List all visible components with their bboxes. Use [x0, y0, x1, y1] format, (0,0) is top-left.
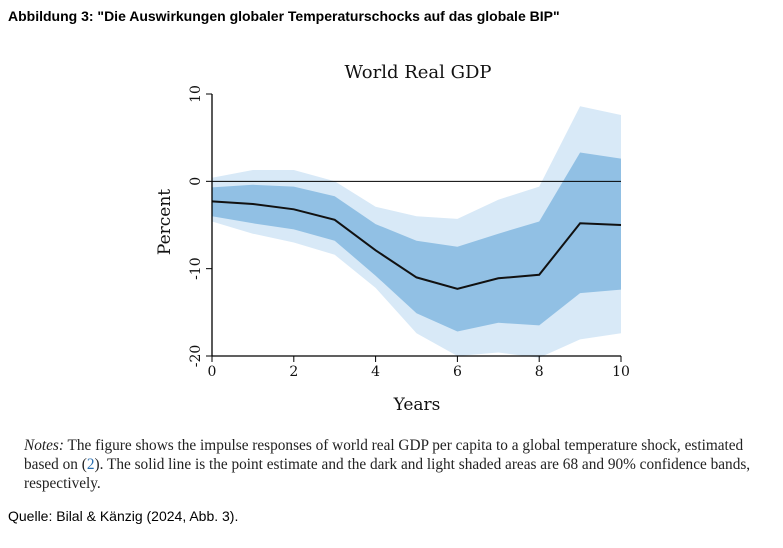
x-tick-label: 4 — [371, 364, 380, 380]
x-tick-label: 0 — [208, 364, 217, 380]
point-estimate-line — [211, 200, 622, 290]
y-axis-label: Percent — [155, 189, 175, 255]
notes-text-start: The figure shows the impulse responses o… — [24, 437, 744, 473]
notes-text-end: ). The solid line is the point estimate … — [24, 456, 751, 492]
notes-reference-link[interactable]: 2 — [86, 456, 95, 473]
chart-title: World Real GDP — [344, 62, 491, 83]
confidence-band-68 — [212, 152, 621, 332]
notes-label: Notes: — [24, 437, 64, 454]
source-citation: Quelle: Bilal & Känzig (2024, Abb. 3). — [8, 508, 239, 524]
x-tick-label: 10 — [612, 364, 630, 380]
x-tick-label: 6 — [453, 364, 462, 380]
y-tick-label: -20 — [188, 345, 204, 368]
x-tick-label: 2 — [289, 364, 298, 380]
y-tick-label: 0 — [188, 177, 204, 186]
y-tick-label: -10 — [188, 257, 204, 280]
x-axis-label: Years — [393, 395, 441, 415]
x-tick-label: 8 — [535, 364, 544, 380]
figure-heading: Abbildung 3: "Die Auswirkungen globaler … — [8, 8, 560, 24]
y-tick-label: 10 — [188, 85, 204, 103]
figure-notes: Notes: The figure shows the impulse resp… — [24, 436, 764, 493]
